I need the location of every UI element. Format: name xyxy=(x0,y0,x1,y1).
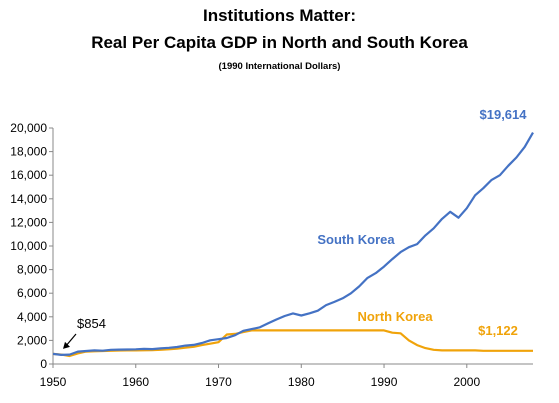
chart-title: Institutions Matter: xyxy=(203,6,356,25)
y-tick-label: 14,000 xyxy=(10,192,47,206)
y-tick-label: 8,000 xyxy=(17,263,47,277)
y-tick-label: 4,000 xyxy=(17,310,47,324)
north-korea-label: North Korea xyxy=(357,309,433,324)
y-tick-label: 18,000 xyxy=(10,145,47,159)
series-lines xyxy=(52,132,534,358)
y-tick-label: 6,000 xyxy=(17,286,47,300)
x-tick-label: 1960 xyxy=(122,375,149,389)
annotations: South Korea North Korea $19,614 $1,122 $854 xyxy=(63,107,527,349)
y-tick-label: 10,000 xyxy=(10,239,47,253)
x-tick-label: 1980 xyxy=(288,375,315,389)
north-korea-end-value: $1,122 xyxy=(478,323,518,338)
arrow-head-icon xyxy=(63,341,70,349)
south-korea-line xyxy=(52,132,534,356)
x-tick-label: 1950 xyxy=(40,375,67,389)
tick-labels: 0 2,000 4,000 6,000 8,000 10,000 12,000 14,000 1… xyxy=(10,121,480,389)
y-tick-label: 16,000 xyxy=(10,168,47,182)
start-value-label: $854 xyxy=(77,316,106,331)
x-tick-label: 1990 xyxy=(371,375,398,389)
south-korea-end-value: $19,614 xyxy=(480,107,528,122)
y-tick-label: 2,000 xyxy=(17,333,47,347)
x-tick-label: 2000 xyxy=(453,375,480,389)
axes xyxy=(49,127,533,368)
start-value-arrow xyxy=(65,333,77,347)
y-tick-label: 12,000 xyxy=(10,215,47,229)
north-korea-line xyxy=(52,329,533,358)
units-note: (1990 International Dollars) xyxy=(218,61,341,72)
south-korea-label: South Korea xyxy=(317,232,395,247)
chart-subtitle: Real Per Capita GDP in North and South K… xyxy=(91,33,468,52)
y-tick-label: 20,000 xyxy=(10,121,47,135)
y-tick-label: 0 xyxy=(40,357,47,371)
x-tick-label: 1970 xyxy=(205,375,232,389)
